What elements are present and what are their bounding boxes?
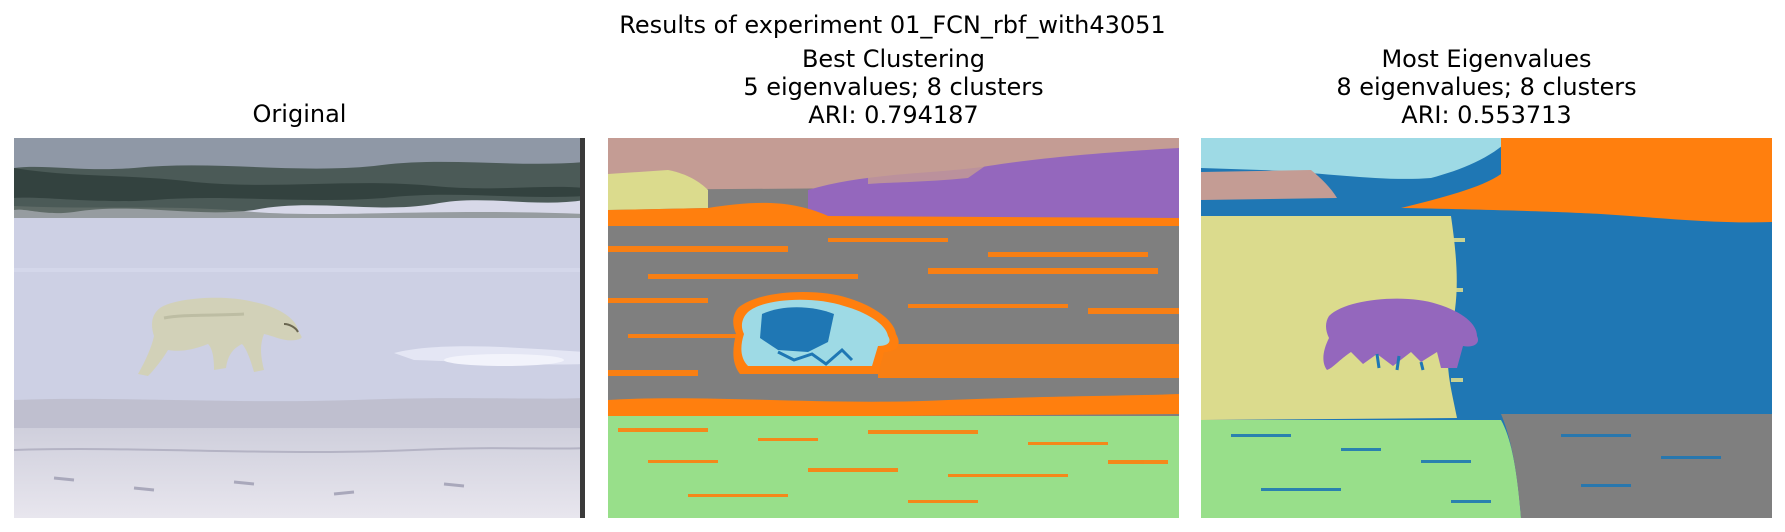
panel-title-most-line1: Most Eigenvalues — [1381, 45, 1592, 73]
panel-title-most-line3: ARI: 0.553713 — [1401, 101, 1572, 129]
panel-title-original: Original — [252, 100, 347, 128]
figure-suptitle: Results of experiment 01_FCN_rbf_with430… — [619, 11, 1166, 39]
panel-title-best-line2: 5 eigenvalues; 8 clusters — [743, 73, 1044, 101]
best-clustering-image — [608, 138, 1179, 518]
polar-bear — [138, 297, 302, 376]
most-eigenvalues-image — [1201, 138, 1772, 518]
panel-title-best-line3: ARI: 0.794187 — [808, 101, 979, 129]
panel-title-most-line2: 8 eigenvalues; 8 clusters — [1336, 73, 1637, 101]
panel-title-best-line1: Best Clustering — [801, 45, 986, 73]
original-image — [14, 138, 585, 518]
